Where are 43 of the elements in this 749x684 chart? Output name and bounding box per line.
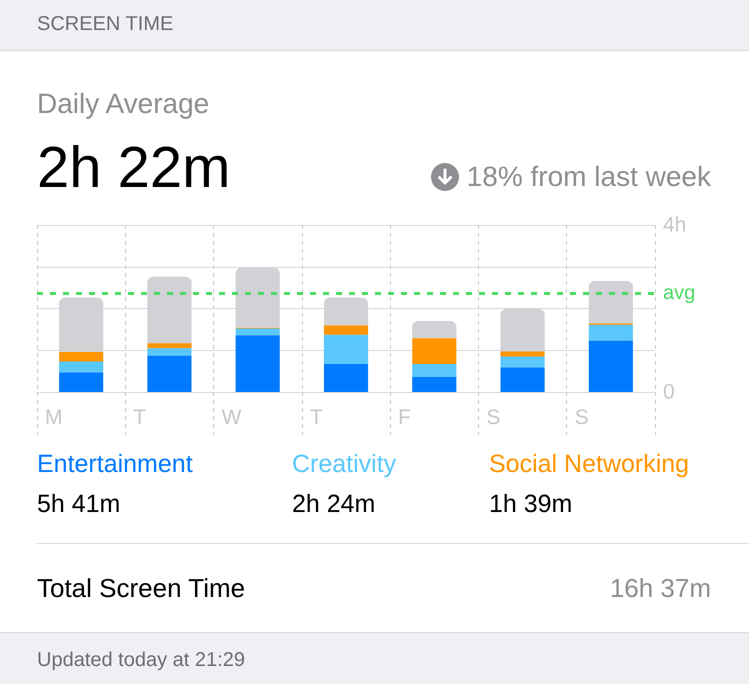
x-tick-label: T (133, 406, 146, 429)
text: 1h 39m (489, 489, 572, 519)
bar (324, 325, 368, 335)
bar (588, 324, 633, 341)
bar (412, 376, 456, 392)
text: Entertainment (37, 449, 193, 479)
y-tick-label: 0 (663, 380, 675, 404)
bar (147, 348, 192, 356)
bar (500, 352, 545, 357)
bar (59, 352, 104, 362)
bar (59, 362, 104, 372)
bar (588, 340, 633, 392)
bar (236, 335, 280, 392)
x-tick-label: F (398, 406, 411, 429)
x-tick-label: S (574, 406, 589, 429)
x-tick-label: M (45, 406, 62, 429)
text: Creativity (292, 449, 396, 479)
bar (236, 328, 280, 336)
bar (500, 356, 545, 368)
x-tick-label: T (310, 406, 323, 429)
chart-title: SCREEN TIME (37, 12, 174, 36)
bar (59, 372, 104, 392)
text: Updated today at 21:29 (37, 648, 245, 672)
chart-subtitle: Daily Average (37, 87, 210, 121)
x-tick-label: W (222, 406, 242, 429)
bar (324, 364, 368, 392)
ref-line-label: avg (663, 282, 696, 304)
bar (500, 367, 545, 392)
text: 2h 24m (292, 489, 376, 519)
text: 16h 37m (610, 572, 711, 604)
bar (147, 356, 192, 392)
text: Total Screen Time (37, 572, 246, 604)
bar (412, 364, 456, 377)
x-tick-label: S (486, 406, 500, 429)
text: 18% from last week (466, 160, 711, 194)
bar (147, 343, 192, 348)
text: 2h 22m (37, 134, 230, 202)
bar (412, 338, 456, 364)
text: 5h 41m (37, 489, 120, 519)
bar (324, 334, 368, 364)
y-tick-label: 4h (663, 214, 686, 236)
bar (412, 321, 456, 338)
text: Social Networking (489, 449, 690, 479)
